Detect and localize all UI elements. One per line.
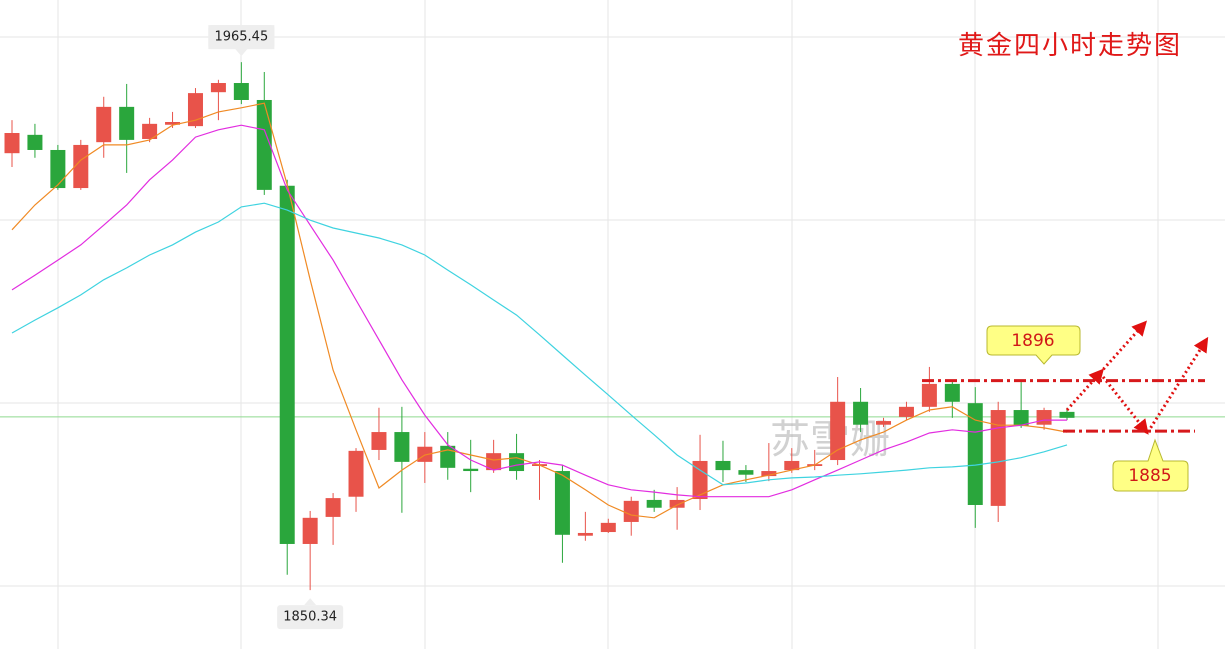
price-tag bbox=[277, 605, 344, 630]
candle-body bbox=[256, 99, 272, 190]
watermark: 苏雪姗 bbox=[770, 417, 890, 463]
candle-body bbox=[692, 460, 708, 500]
candle-body bbox=[119, 106, 135, 140]
candle-body bbox=[233, 83, 249, 100]
candle-body bbox=[440, 445, 456, 468]
candle-body bbox=[463, 468, 479, 472]
candle-body bbox=[898, 406, 914, 417]
arrow bbox=[1098, 320, 1148, 375]
price-tag bbox=[208, 25, 275, 50]
callout bbox=[1112, 438, 1189, 492]
candle-body bbox=[4, 133, 20, 154]
level-label: 1896 bbox=[1011, 331, 1054, 351]
candle-body bbox=[944, 383, 960, 402]
candle-body bbox=[738, 470, 754, 475]
forecast-arrows bbox=[1065, 320, 1209, 435]
candle-body bbox=[1013, 410, 1029, 427]
moving-average bbox=[11, 202, 1068, 486]
candle-body bbox=[279, 185, 295, 544]
candle-body bbox=[302, 517, 318, 544]
arrow bbox=[1146, 336, 1209, 433]
low-label: 1850.34 bbox=[283, 610, 337, 625]
candle-body bbox=[27, 134, 43, 150]
arrow bbox=[1098, 372, 1149, 435]
candle-body bbox=[853, 401, 869, 425]
candle-body bbox=[921, 383, 937, 407]
candle-body bbox=[577, 532, 593, 536]
price-tag bbox=[304, 598, 317, 606]
candle-body bbox=[142, 123, 158, 139]
candle-body bbox=[50, 149, 66, 189]
plot bbox=[0, 62, 1225, 591]
candle-body bbox=[187, 93, 203, 127]
moving-average bbox=[11, 124, 1067, 498]
candle-body bbox=[554, 471, 570, 535]
arrow bbox=[1065, 368, 1104, 411]
candle-body bbox=[348, 450, 364, 497]
candle-body bbox=[371, 432, 387, 450]
candle-body bbox=[509, 453, 525, 472]
level-label: 1885 bbox=[1128, 466, 1171, 486]
moving-average bbox=[11, 102, 1068, 519]
candle-body bbox=[990, 410, 1006, 506]
candle-body bbox=[784, 460, 800, 471]
candle-body bbox=[715, 460, 731, 471]
chart-title: 黄金四小时走势图 bbox=[958, 31, 1182, 61]
candle-body bbox=[1036, 410, 1052, 425]
candle-body bbox=[646, 499, 662, 508]
candle-body bbox=[325, 498, 341, 517]
callout bbox=[986, 325, 1081, 365]
candle-body bbox=[669, 499, 685, 508]
candle-body bbox=[96, 106, 112, 143]
candle-body bbox=[967, 403, 983, 505]
candle-body bbox=[600, 522, 616, 533]
candle-body bbox=[394, 432, 410, 462]
candle-body bbox=[761, 471, 777, 477]
candle-body bbox=[876, 421, 892, 425]
candle-body bbox=[486, 453, 502, 471]
candle-body bbox=[1059, 411, 1075, 418]
candle-body bbox=[623, 500, 639, 522]
candle-body bbox=[73, 144, 89, 189]
candle-body bbox=[210, 83, 226, 93]
candle-body bbox=[165, 122, 181, 125]
candle-body bbox=[830, 401, 846, 461]
high-label: 1965.45 bbox=[214, 30, 268, 45]
